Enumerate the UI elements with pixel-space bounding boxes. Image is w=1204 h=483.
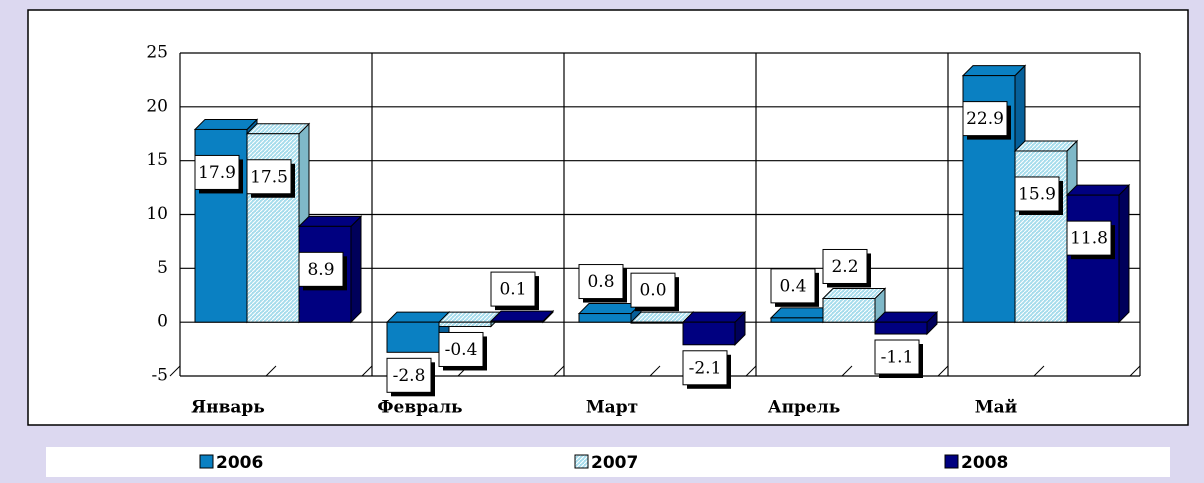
label-box xyxy=(1066,220,1112,256)
y-tick-label: 0 xyxy=(157,312,168,332)
data-label: 0.1 xyxy=(499,280,526,300)
bar xyxy=(438,321,492,327)
bar-side xyxy=(1118,183,1130,324)
floor-tick xyxy=(361,365,373,377)
data-label: 17.9 xyxy=(198,163,236,183)
data-label: 0.8 xyxy=(587,272,614,292)
label-box xyxy=(1014,176,1060,212)
bar-top xyxy=(681,311,747,323)
floor-tick xyxy=(841,365,853,377)
data-label: 15.9 xyxy=(1018,184,1056,204)
bar xyxy=(386,321,440,353)
bar xyxy=(822,297,876,323)
bar-top xyxy=(385,311,451,323)
label-box xyxy=(630,272,676,308)
bar-top xyxy=(629,311,695,323)
floor-tick xyxy=(265,365,277,377)
x-tick-label: Май xyxy=(975,398,1018,418)
legend-label: 2007 xyxy=(591,453,638,473)
bar xyxy=(874,321,928,335)
bar xyxy=(630,321,684,324)
floor-tick xyxy=(169,365,181,377)
data-label: 11.8 xyxy=(1070,229,1108,249)
x-tick-label: Март xyxy=(586,398,638,418)
legend-swatch xyxy=(944,454,959,469)
bar xyxy=(490,320,544,323)
label-box xyxy=(578,264,624,300)
floor-tick xyxy=(649,365,661,377)
label-box xyxy=(298,251,344,287)
legend-swatch xyxy=(199,454,214,469)
x-tick-label: Январь xyxy=(191,398,265,418)
x-tick-label: Апрель xyxy=(768,398,841,418)
data-label: 0.4 xyxy=(779,276,806,296)
data-label: -2.8 xyxy=(393,366,426,386)
data-label: -0.4 xyxy=(445,340,478,360)
legend-label: 2006 xyxy=(216,453,263,473)
floor-tick xyxy=(1129,365,1141,377)
bar-top xyxy=(873,311,939,323)
label-box xyxy=(386,357,432,393)
label-box xyxy=(490,271,536,307)
bar-top xyxy=(489,310,555,322)
label-box xyxy=(962,101,1008,137)
label-box xyxy=(874,339,920,375)
data-label: 17.5 xyxy=(250,167,288,187)
x-tick-label: Февраль xyxy=(377,398,462,418)
legend-label: 2008 xyxy=(961,453,1008,473)
y-tick-label: 5 xyxy=(157,258,168,278)
bar-top xyxy=(1065,184,1131,196)
data-label: 22.9 xyxy=(966,109,1004,129)
y-tick-label: -5 xyxy=(151,366,168,386)
y-tick-label: 20 xyxy=(146,96,168,116)
y-tick-label: 25 xyxy=(146,43,168,63)
data-label: -1.1 xyxy=(881,348,914,368)
bar-top xyxy=(193,118,259,130)
label-box xyxy=(822,248,868,284)
legend-swatch xyxy=(574,454,589,469)
floor-tick xyxy=(745,365,757,377)
bar-top xyxy=(961,65,1027,77)
floor-tick xyxy=(937,365,949,377)
floor-tick xyxy=(1033,365,1045,377)
bar-top xyxy=(1013,140,1079,152)
bar xyxy=(770,317,824,323)
bar-top xyxy=(297,215,363,227)
y-tick-label: 15 xyxy=(146,150,168,170)
legend-box xyxy=(46,447,1170,477)
bar-top xyxy=(821,287,887,299)
y-tick-label: 10 xyxy=(146,204,168,224)
data-label: 0.0 xyxy=(639,281,666,301)
floor-tick xyxy=(553,365,565,377)
bar xyxy=(578,313,632,323)
label-box xyxy=(246,159,292,195)
label-box xyxy=(770,268,816,304)
data-label: -2.1 xyxy=(689,358,722,378)
label-box xyxy=(682,350,728,386)
data-label: 8.9 xyxy=(307,260,334,280)
bar-side xyxy=(350,215,362,324)
bar xyxy=(682,321,736,346)
bar-top xyxy=(245,123,311,135)
label-box xyxy=(194,154,240,190)
data-label: 2.2 xyxy=(831,257,858,277)
label-box xyxy=(438,331,484,367)
